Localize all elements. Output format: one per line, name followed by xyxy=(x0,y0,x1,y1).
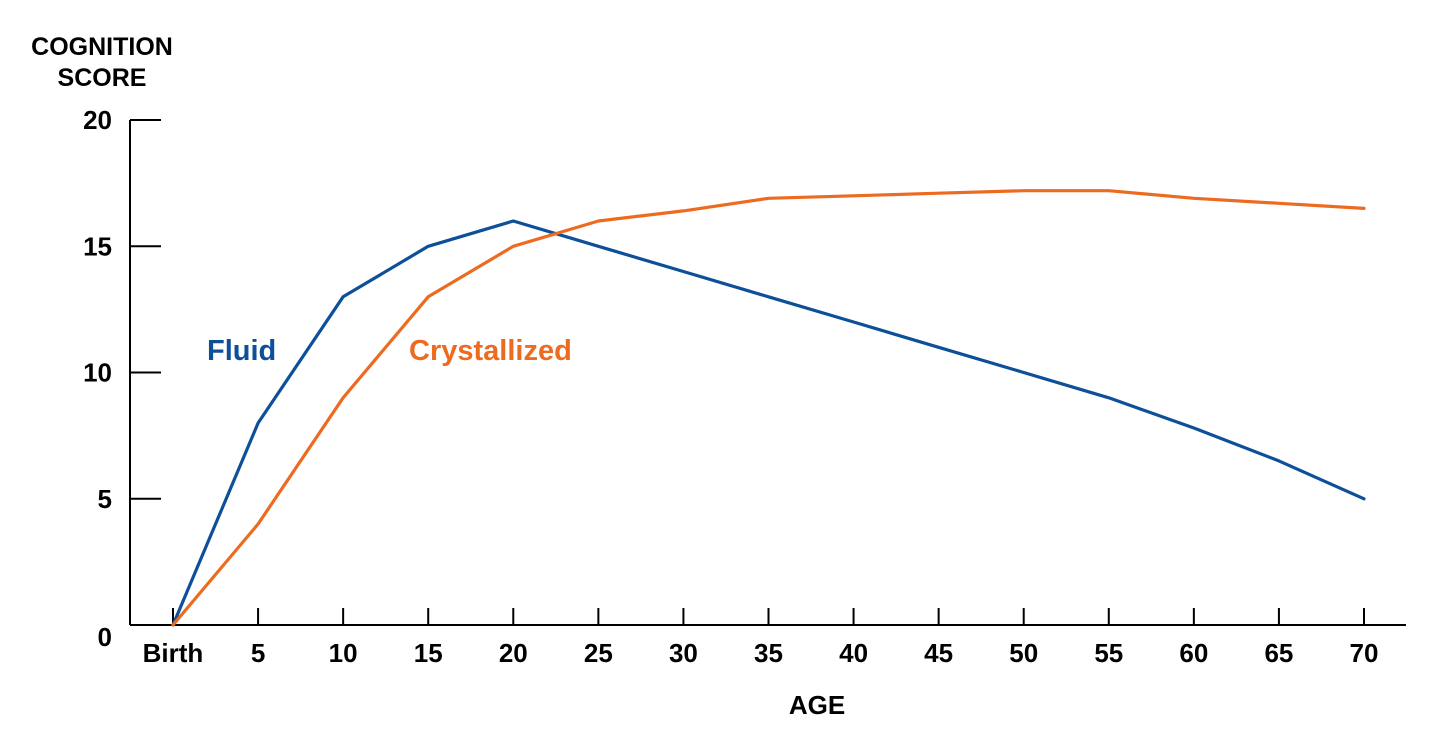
y-tick-label: 5 xyxy=(98,484,112,514)
y-tick-label: 10 xyxy=(83,358,112,388)
y-tick-label: 0 xyxy=(98,622,112,652)
series-lines xyxy=(171,189,1366,627)
x-tick-label: 10 xyxy=(329,638,358,668)
y-tick-label: 15 xyxy=(83,231,112,261)
y-axis-label-line-1: COGNITION xyxy=(31,33,173,61)
series-label-crystallized: Crystallized xyxy=(409,335,572,367)
x-tick-label: 20 xyxy=(499,638,528,668)
x-tick-label: 15 xyxy=(414,638,443,668)
x-tick-label: 25 xyxy=(584,638,613,668)
x-tick-label: 45 xyxy=(924,638,953,668)
series-line-crystallized xyxy=(171,189,1366,627)
x-axis-label: AGE xyxy=(789,690,845,720)
series-label-fluid: Fluid xyxy=(207,335,276,367)
x-ticks: Birth 5 10 15 20 25 30 35 40 45 50 55 60 65 70 xyxy=(143,608,1379,668)
y-axis-label-line-2: SCORE xyxy=(58,64,147,92)
x-tick-label: 35 xyxy=(754,638,783,668)
x-tick-label: 60 xyxy=(1179,638,1208,668)
x-tick-label: 40 xyxy=(839,638,868,668)
y-ticks: 0 5 10 15 20 xyxy=(83,105,161,652)
y-tick-label: 20 xyxy=(83,105,112,135)
x-tick-label: 70 xyxy=(1350,638,1379,668)
series-line-fluid xyxy=(171,219,1366,627)
x-tick-label: 30 xyxy=(669,638,698,668)
x-tick-label: 65 xyxy=(1264,638,1293,668)
x-tick-label: 55 xyxy=(1094,638,1123,668)
x-tick-label: Birth xyxy=(143,638,204,668)
x-tick-label: 5 xyxy=(251,638,265,668)
x-tick-label: 50 xyxy=(1009,638,1038,668)
